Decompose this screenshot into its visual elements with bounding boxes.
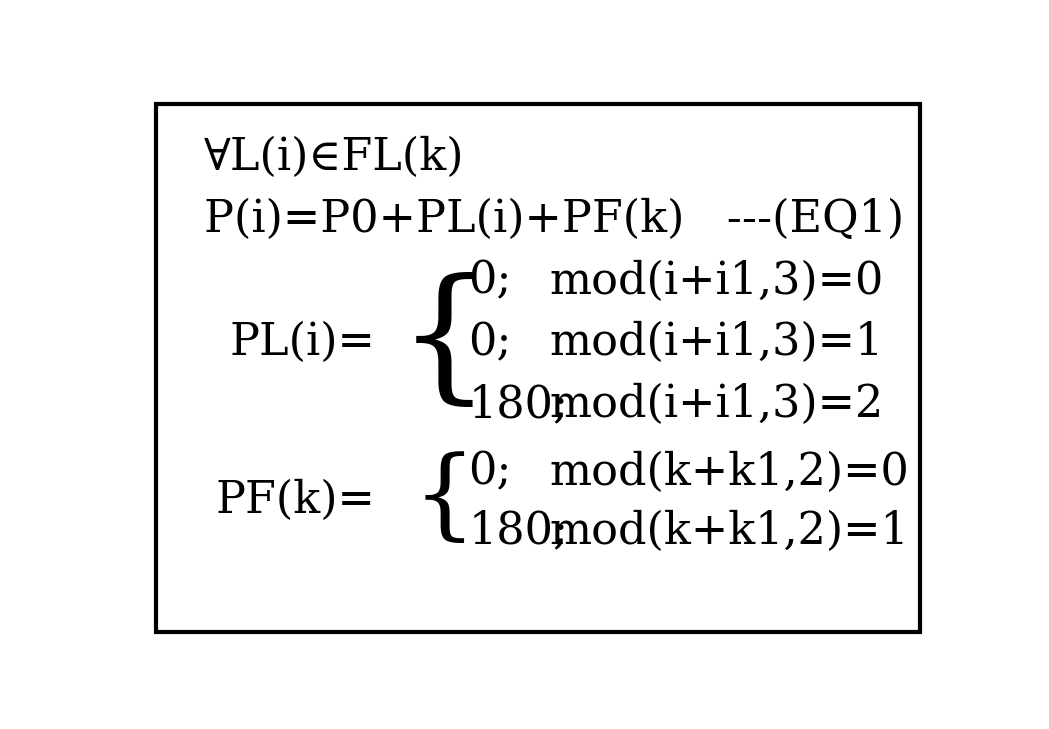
Text: {: { xyxy=(412,452,476,548)
Text: mod(i+i1,3)=0: mod(i+i1,3)=0 xyxy=(550,260,884,303)
Text: ∀L(i)∈FL(k): ∀L(i)∈FL(k) xyxy=(205,136,465,179)
Text: 0;: 0; xyxy=(469,451,512,494)
Text: 0;: 0; xyxy=(469,321,512,364)
FancyBboxPatch shape xyxy=(155,104,920,632)
Text: mod(i+i1,3)=2: mod(i+i1,3)=2 xyxy=(550,383,884,426)
Text: P(i)=P0+PL(i)+PF(k)   ---(EQ1): P(i)=P0+PL(i)+PF(k) ---(EQ1) xyxy=(205,198,904,241)
Text: 180;: 180; xyxy=(469,383,569,426)
Text: PF(k)=: PF(k)= xyxy=(215,478,376,522)
Text: mod(k+k1,2)=1: mod(k+k1,2)=1 xyxy=(550,510,909,553)
Text: mod(k+k1,2)=0: mod(k+k1,2)=0 xyxy=(550,451,909,494)
Text: {: { xyxy=(398,273,491,413)
Text: mod(i+i1,3)=1: mod(i+i1,3)=1 xyxy=(550,321,884,364)
Text: 180;: 180; xyxy=(469,510,569,553)
Text: 0;: 0; xyxy=(469,260,512,303)
Text: PL(i)=: PL(i)= xyxy=(229,321,376,364)
